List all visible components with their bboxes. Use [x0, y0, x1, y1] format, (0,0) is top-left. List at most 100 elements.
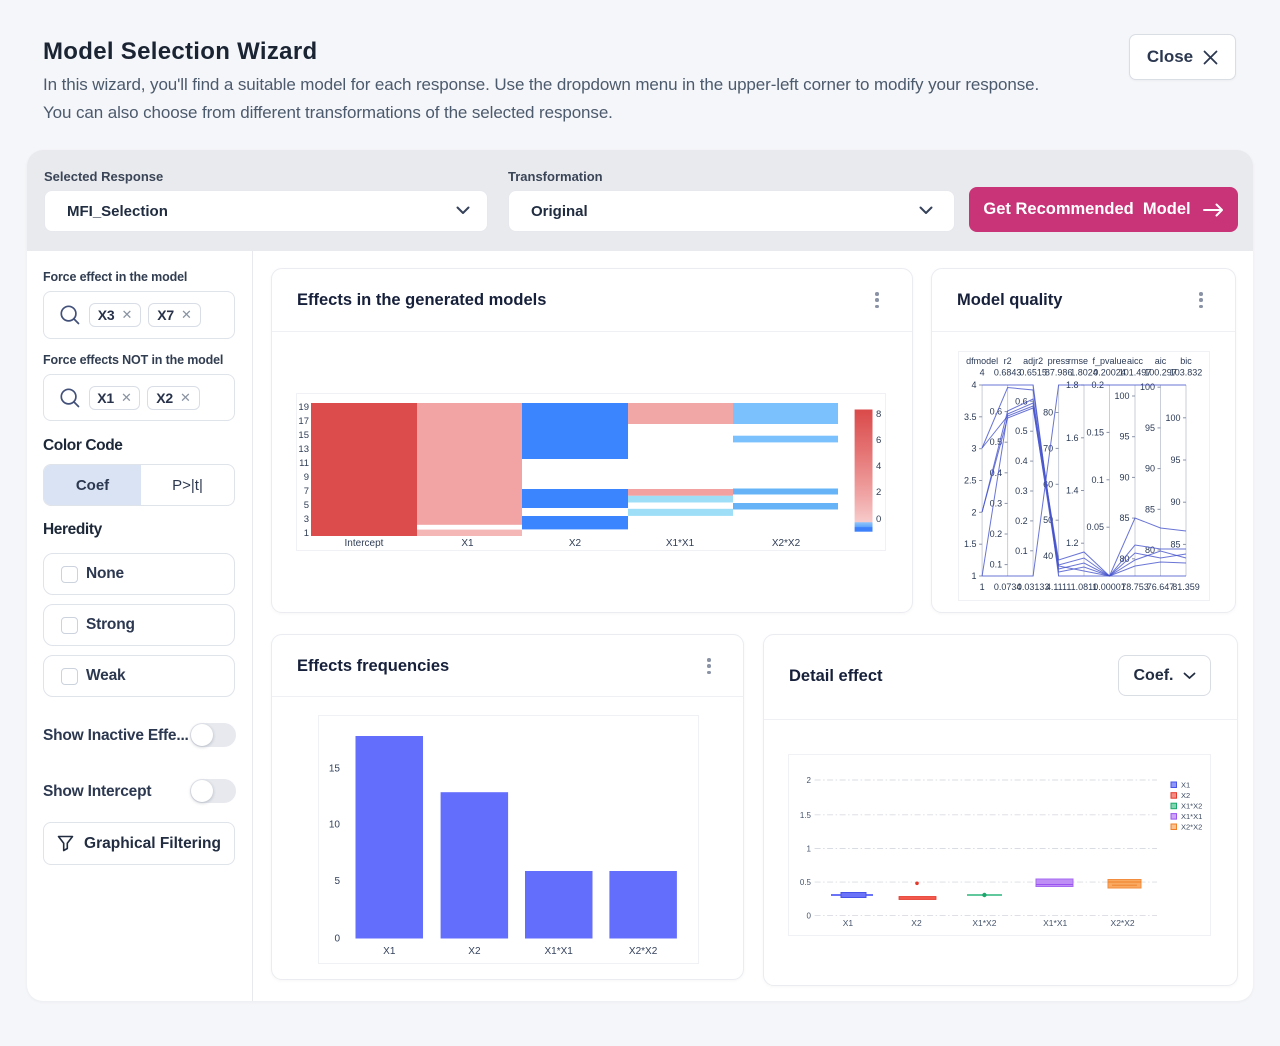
svg-text:90: 90: [1170, 497, 1180, 507]
svg-text:X2: X2: [468, 946, 481, 957]
svg-text:4.1111: 4.1111: [1046, 582, 1072, 592]
svg-text:5: 5: [334, 876, 340, 887]
svg-text:8: 8: [876, 409, 881, 420]
svg-text:1: 1: [980, 582, 985, 592]
svg-text:90: 90: [1145, 464, 1155, 474]
svg-text:1: 1: [304, 528, 309, 539]
svg-text:80: 80: [1145, 545, 1155, 555]
svg-text:100.297: 100.297: [1144, 368, 1177, 378]
svg-text:X1*X1: X1*X1: [1043, 918, 1067, 928]
svg-text:0.2: 0.2: [1015, 516, 1028, 526]
svg-text:70: 70: [1043, 443, 1053, 453]
svg-text:4: 4: [876, 461, 881, 472]
svg-text:5: 5: [304, 500, 309, 511]
svg-text:3: 3: [971, 444, 976, 454]
svg-text:1.5: 1.5: [800, 811, 812, 820]
svg-text:0.6843: 0.6843: [994, 368, 1022, 378]
svg-text:X2: X2: [1181, 791, 1190, 800]
svg-text:0: 0: [807, 911, 812, 920]
svg-text:9: 9: [304, 472, 309, 483]
svg-text:60: 60: [1043, 479, 1053, 489]
svg-text:0.6: 0.6: [990, 407, 1003, 417]
svg-text:95: 95: [1119, 432, 1129, 442]
svg-text:78.753: 78.753: [1121, 582, 1149, 592]
svg-text:1: 1: [807, 845, 812, 854]
svg-text:95: 95: [1145, 423, 1155, 433]
svg-text:0: 0: [876, 514, 881, 525]
svg-text:bic: bic: [1180, 356, 1192, 366]
svg-text:0: 0: [334, 934, 340, 945]
svg-text:0.1: 0.1: [1091, 475, 1104, 485]
svg-text:0.03133: 0.03133: [1017, 582, 1050, 592]
svg-text:0.6: 0.6: [1015, 396, 1028, 406]
svg-text:X1*X2: X1*X2: [1181, 802, 1202, 811]
svg-text:1.5: 1.5: [964, 539, 977, 549]
svg-text:3.5: 3.5: [964, 412, 977, 422]
svg-text:100: 100: [1165, 413, 1180, 423]
svg-text:0.5: 0.5: [1015, 426, 1028, 436]
svg-text:0.5: 0.5: [990, 437, 1003, 447]
svg-text:X2: X2: [569, 538, 582, 549]
svg-text:0.3: 0.3: [1015, 486, 1028, 496]
svg-text:0.4: 0.4: [990, 468, 1003, 478]
svg-text:Intercept: Intercept: [345, 538, 384, 549]
svg-text:103.832: 103.832: [1170, 368, 1203, 378]
svg-text:X2*X2: X2*X2: [1111, 918, 1135, 928]
svg-text:11: 11: [299, 458, 309, 469]
svg-text:101.497: 101.497: [1119, 368, 1152, 378]
svg-text:0.20024: 0.20024: [1093, 368, 1126, 378]
svg-text:85: 85: [1145, 504, 1155, 514]
svg-text:100: 100: [1140, 382, 1155, 392]
svg-text:15: 15: [298, 430, 309, 441]
svg-text:80: 80: [1043, 408, 1053, 418]
svg-text:X2*X2: X2*X2: [1181, 823, 1202, 832]
svg-text:0.1: 0.1: [990, 560, 1003, 570]
svg-text:1.8024: 1.8024: [1070, 368, 1098, 378]
svg-text:X1: X1: [383, 946, 396, 957]
svg-text:87.986: 87.986: [1045, 368, 1073, 378]
svg-text:85: 85: [1170, 539, 1180, 549]
svg-text:X1: X1: [843, 918, 854, 928]
svg-text:0.1: 0.1: [1015, 546, 1028, 556]
svg-text:6: 6: [876, 435, 881, 446]
svg-text:X2: X2: [911, 918, 922, 928]
svg-text:4: 4: [980, 368, 985, 378]
svg-text:f_pvalue: f_pvalue: [1092, 356, 1126, 366]
svg-text:85: 85: [1119, 513, 1129, 523]
svg-text:76.647: 76.647: [1147, 582, 1175, 592]
svg-text:3: 3: [304, 514, 309, 525]
svg-text:0.6515: 0.6515: [1019, 368, 1047, 378]
svg-text:4: 4: [971, 380, 976, 390]
svg-text:1.2: 1.2: [1066, 538, 1079, 548]
svg-text:1.4: 1.4: [1066, 486, 1079, 496]
svg-text:2.5: 2.5: [964, 476, 977, 486]
svg-text:0.5: 0.5: [800, 878, 812, 887]
svg-text:0.0734: 0.0734: [994, 582, 1022, 592]
svg-text:X1: X1: [1181, 781, 1190, 790]
svg-text:19: 19: [298, 402, 309, 413]
svg-text:0.4: 0.4: [1015, 456, 1028, 466]
svg-text:rmse: rmse: [1068, 356, 1088, 366]
svg-text:80: 80: [1119, 554, 1129, 564]
svg-text:0.2: 0.2: [990, 529, 1003, 539]
svg-text:13: 13: [298, 444, 309, 455]
svg-text:1.6: 1.6: [1066, 433, 1079, 443]
svg-text:2: 2: [971, 507, 976, 517]
svg-text:81.359: 81.359: [1172, 582, 1200, 592]
svg-text:0.05: 0.05: [1086, 522, 1104, 532]
svg-text:15: 15: [329, 764, 341, 775]
svg-text:X2*X2: X2*X2: [772, 538, 801, 549]
svg-text:X1*X2: X1*X2: [972, 918, 996, 928]
svg-text:90: 90: [1119, 472, 1129, 482]
svg-text:X1*X1: X1*X1: [1181, 812, 1202, 821]
svg-text:50: 50: [1043, 515, 1053, 525]
svg-text:2: 2: [876, 487, 881, 498]
svg-text:2: 2: [807, 776, 812, 785]
svg-text:40: 40: [1043, 551, 1053, 561]
svg-text:X1*X1: X1*X1: [545, 946, 574, 957]
svg-text:1: 1: [971, 571, 976, 581]
svg-text:1.0811: 1.0811: [1071, 582, 1098, 592]
svg-text:0.15: 0.15: [1086, 427, 1104, 437]
svg-text:17: 17: [298, 416, 309, 427]
svg-text:X1: X1: [461, 538, 474, 549]
